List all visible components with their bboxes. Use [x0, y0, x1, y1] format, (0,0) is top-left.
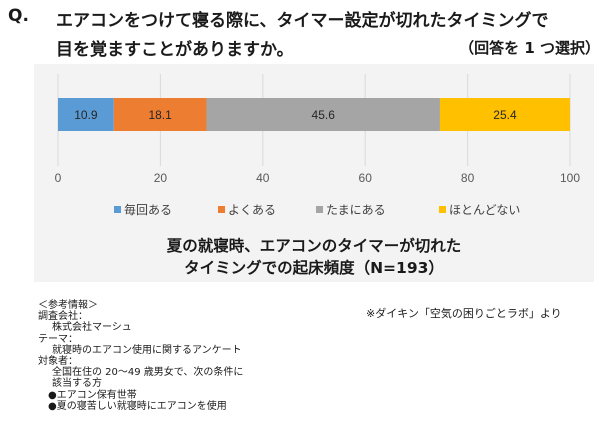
- data-label-1: 18.1: [148, 108, 172, 122]
- x-tick-label-1: 20: [154, 171, 168, 185]
- bar-segment-0: [58, 98, 114, 131]
- bar-segment-2: [206, 98, 440, 131]
- data-label-3: 25.4: [493, 108, 517, 122]
- question-text-line1: エアコンをつけて寝る際に、タイマー設定が切れたタイミングで: [56, 11, 549, 31]
- bar-segment-1: [113, 98, 207, 131]
- x-tick-label-5: 100: [560, 171, 580, 185]
- survey-company-label: 調査会社：: [38, 311, 88, 323]
- x-tick-label-0: 0: [55, 171, 62, 185]
- target-line1: 全国在住の 20～49 歳男女で、次の条件に: [52, 367, 244, 379]
- target-line2: 該当する方: [52, 378, 102, 390]
- x-tick-label-3: 60: [359, 171, 373, 185]
- legend-label-0: 毎回ある: [124, 202, 172, 217]
- stacked-bar-chart: 0 20 40 60 80 100 10.9 18.1 45.6 25.4 毎回ある よくある たまにあ…: [55, 74, 580, 217]
- bar-segment-3: [439, 98, 570, 131]
- answer-instruction: （回答を 1 つ選択）: [459, 39, 600, 57]
- survey-company: 株式会社マーシュ: [52, 322, 132, 334]
- legend-swatch-1: [218, 206, 225, 213]
- source-note: ※ダイキン「空気の困りごとラボ」より: [366, 307, 562, 320]
- condition-2: ●夏の寝苦しい就寝時にエアコンを使用: [48, 400, 227, 412]
- legend-label-3: ほとんどない: [449, 203, 520, 217]
- question-mark: Q.: [8, 6, 29, 26]
- reference-heading: ＜参考情報＞: [38, 300, 98, 311]
- chart-panel: 0 20 40 60 80 100 10.9 18.1 45.6 25.4 毎回ある よくある たまにあ…: [34, 64, 594, 282]
- legend-swatch-2: [316, 206, 323, 213]
- data-label-2: 45.6: [312, 108, 336, 122]
- chart-title-line2: タイミングでの起床頻度（N=193）: [184, 259, 444, 277]
- chart-title-line1: 夏の就寝時、エアコンのタイマーが切れた: [166, 237, 462, 255]
- x-tick-label-4: 80: [461, 171, 475, 185]
- legend-label-1: よくある: [228, 203, 276, 217]
- legend-swatch-3: [439, 206, 446, 213]
- x-tick-label-2: 40: [256, 171, 270, 185]
- legend-label-2: たまにある: [326, 203, 386, 217]
- theme: 就寝時のエアコン使用に関するアンケート: [52, 344, 242, 356]
- reference-info: ＜参考情報＞ 調査会社： 株式会社マーシュ テーマ： 就寝時のエアコン使用に関す…: [38, 300, 243, 412]
- data-label-0: 10.9: [74, 108, 98, 122]
- target-label: 対象者：: [38, 355, 78, 367]
- theme-label: テーマ：: [38, 333, 78, 345]
- question-text-line2: 目を覚ますことがありますか。: [56, 40, 294, 60]
- legend-swatch-0: [114, 206, 121, 213]
- condition-1: ●エアコン保有世帯: [48, 389, 137, 401]
